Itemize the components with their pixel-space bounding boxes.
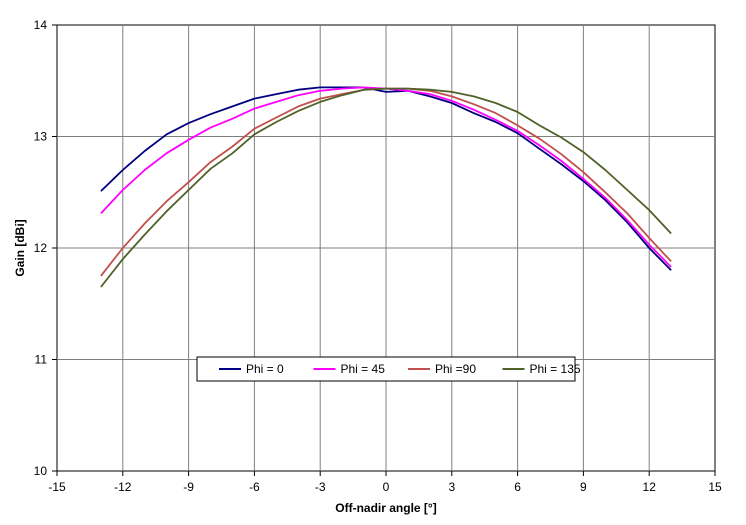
- x-tick-label: 12: [643, 480, 657, 494]
- x-tick-label: 3: [448, 480, 455, 494]
- legend-label-1: Phi = 45: [341, 362, 386, 376]
- y-tick-labels: 10 11 12 13 14: [34, 18, 57, 478]
- y-axis-label: Gain [dBi]: [13, 219, 27, 276]
- series-lines: [100, 86, 672, 288]
- x-tick-label: 9: [580, 480, 587, 494]
- y-tick-label: 14: [34, 18, 48, 32]
- x-tick-label: -9: [183, 480, 194, 494]
- x-tick-label: 15: [708, 480, 722, 494]
- legend-label-0: Phi = 0: [246, 362, 284, 376]
- series-line-0: [100, 86, 672, 271]
- y-tick-label: 12: [34, 241, 48, 255]
- x-tick-label: -3: [315, 480, 326, 494]
- legend: Phi = 0 Phi = 45 Phi =90 Phi = 135: [196, 356, 581, 382]
- x-tick-label: -6: [249, 480, 260, 494]
- x-tick-label: 6: [514, 480, 521, 494]
- y-tick-label: 13: [34, 130, 48, 144]
- series-line-3: [100, 87, 672, 288]
- y-tick-label: 10: [34, 464, 48, 478]
- x-tick-label: -12: [114, 480, 132, 494]
- y-tick-label: 11: [35, 353, 48, 367]
- x-tick-label: 0: [383, 480, 390, 494]
- x-tick-label: -15: [48, 480, 66, 494]
- x-tick-labels: -15 -12 -9 -6 -3 0 3 6 9 12 15: [48, 471, 722, 494]
- legend-label-2: Phi =90: [435, 362, 476, 376]
- x-axis-label: Off-nadir angle [°]: [335, 501, 436, 515]
- legend-label-3: Phi = 135: [530, 362, 581, 376]
